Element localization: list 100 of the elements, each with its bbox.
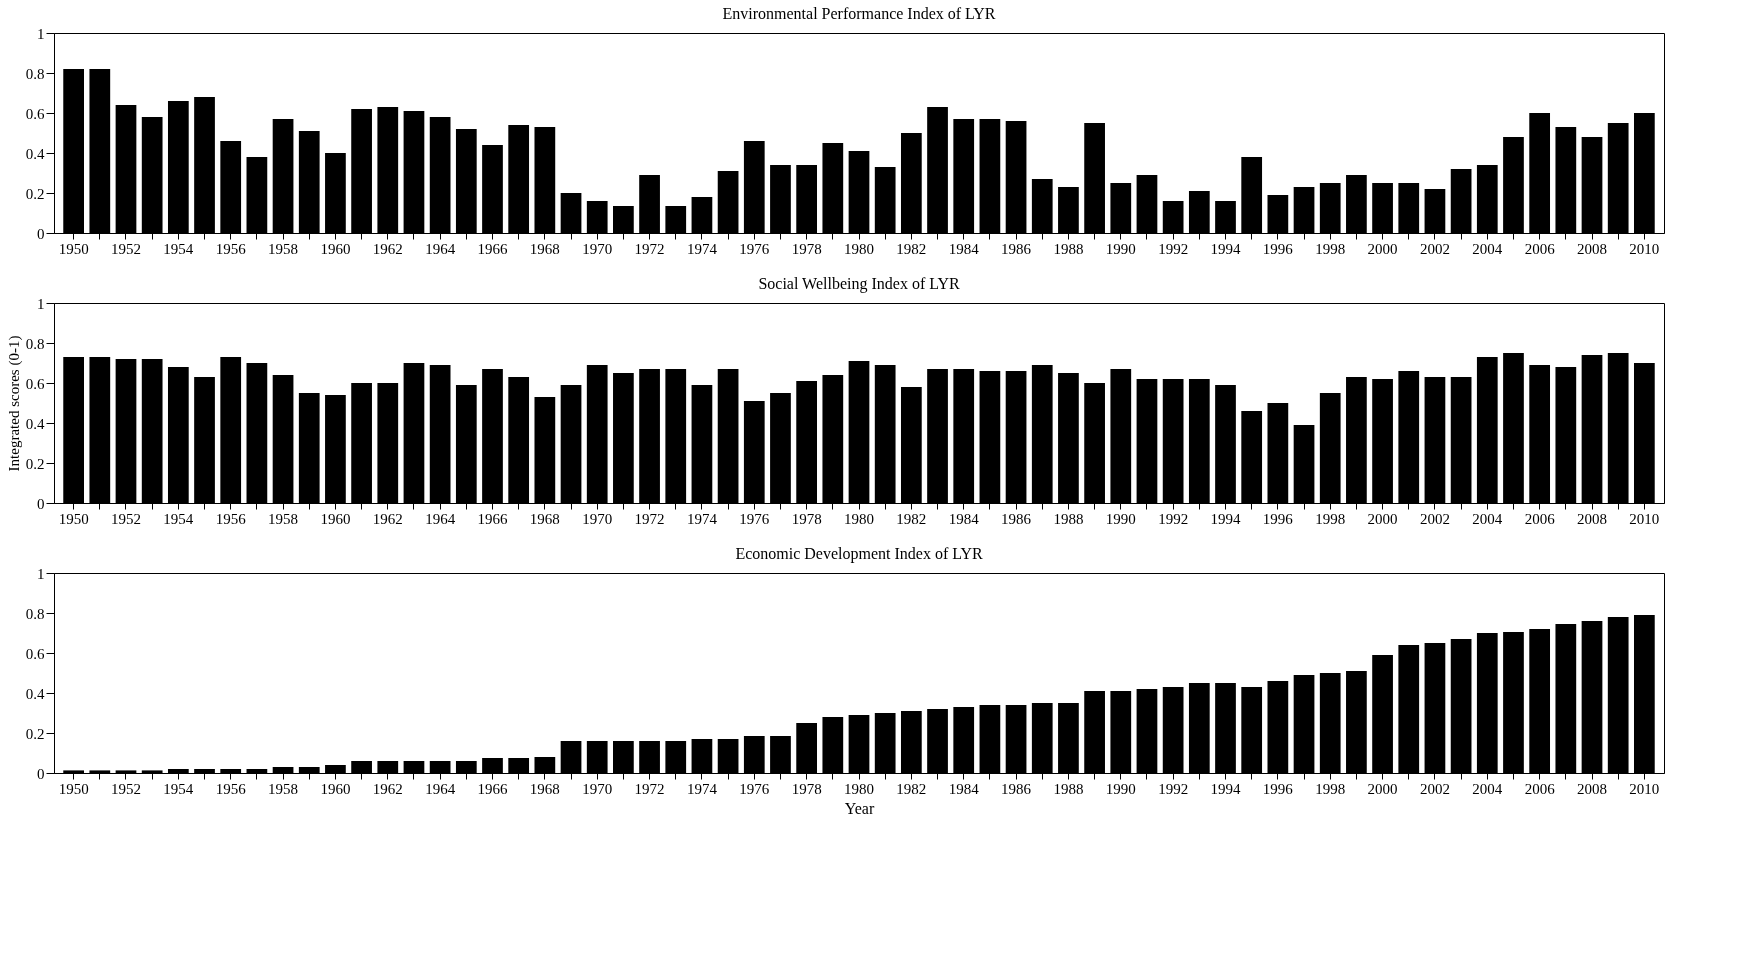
y-tick-label: 0.2 bbox=[25, 455, 45, 472]
x-tick-label: 1984 bbox=[948, 510, 980, 527]
y-tick-label: 0.8 bbox=[25, 335, 45, 352]
x-tick-label: 1972 bbox=[634, 510, 665, 527]
x-tick-label: 1966 bbox=[477, 240, 508, 257]
x-tick-label: 2008 bbox=[1577, 240, 1608, 257]
x-tick-label: 1970 bbox=[582, 240, 613, 257]
y-axis-title: Integrated scores (0-1) bbox=[5, 335, 23, 472]
x-tick-label: 1982 bbox=[896, 780, 927, 797]
x-tick-label: 1990 bbox=[1105, 510, 1136, 527]
x-tick-label: 1956 bbox=[215, 510, 247, 527]
x-tick-label: 1988 bbox=[1053, 510, 1084, 527]
x-tick-label: 2000 bbox=[1367, 510, 1398, 527]
x-tick-label: 2010 bbox=[1629, 510, 1660, 527]
x-tick-label: 1970 bbox=[582, 780, 613, 797]
y-tick-label: 0 bbox=[37, 495, 45, 512]
x-tick-label: 1974 bbox=[686, 510, 718, 527]
x-tick-label: 1956 bbox=[215, 780, 247, 797]
x-tick-label: 1966 bbox=[477, 780, 508, 797]
x-tick-label: 1992 bbox=[1158, 510, 1189, 527]
x-tick-label: 1994 bbox=[1210, 240, 1241, 257]
x-tick-label: 1996 bbox=[1262, 510, 1294, 527]
x-tick-label: 1990 bbox=[1105, 240, 1136, 257]
x-tick-label: 1960 bbox=[320, 780, 351, 797]
x-tick-label: 1960 bbox=[320, 240, 351, 257]
x-tick-label: 1954 bbox=[163, 780, 194, 797]
x-tick-label: 1998 bbox=[1315, 510, 1346, 527]
x-tick-label: 1966 bbox=[477, 510, 508, 527]
y-tick-label: 0.4 bbox=[25, 685, 45, 702]
x-tick-label: 2004 bbox=[1472, 510, 1503, 527]
x-tick-label: 1982 bbox=[896, 240, 927, 257]
chart-title: Environmental Performance Index of LYR bbox=[722, 5, 996, 22]
x-tick-label: 1952 bbox=[110, 240, 141, 257]
chart-title: Economic Development Index of LYR bbox=[735, 545, 983, 563]
x-tick-label: 1984 bbox=[948, 240, 980, 257]
x-tick-label: 1958 bbox=[268, 780, 299, 797]
x-tick-label: 1950 bbox=[58, 510, 89, 527]
x-tick-label: 1986 bbox=[1001, 240, 1032, 257]
x-tick-label: 1964 bbox=[425, 240, 456, 257]
x-tick-label: 1960 bbox=[320, 510, 351, 527]
x-tick-label: 1984 bbox=[948, 780, 980, 797]
y-tick-label: 1 bbox=[37, 565, 45, 582]
x-tick-label: 1952 bbox=[110, 510, 141, 527]
x-tick-label: 1980 bbox=[844, 240, 874, 257]
y-tick-label: 0.4 bbox=[25, 415, 45, 432]
x-tick-label: 1988 bbox=[1053, 780, 1084, 797]
x-tick-label: 1978 bbox=[791, 240, 822, 257]
x-tick-label: 1998 bbox=[1315, 780, 1346, 797]
x-tick-label: 1982 bbox=[896, 510, 927, 527]
x-tick-label: 1972 bbox=[634, 780, 665, 797]
x-tick-label: 2008 bbox=[1577, 780, 1608, 797]
y-tick-label: 0 bbox=[37, 765, 45, 782]
y-tick-label: 0 bbox=[37, 225, 45, 242]
x-tick-label: 1968 bbox=[529, 780, 560, 797]
x-tick-label: 1974 bbox=[686, 240, 718, 257]
y-tick-label: 1 bbox=[37, 25, 45, 42]
x-tick-label: 1986 bbox=[1001, 780, 1032, 797]
x-tick-label: 1992 bbox=[1158, 240, 1189, 257]
x-tick-label: 1980 bbox=[844, 780, 874, 797]
x-tick-label: 1958 bbox=[268, 240, 299, 257]
x-tick-label: 1976 bbox=[739, 780, 770, 797]
x-tick-label: 1976 bbox=[739, 240, 770, 257]
x-tick-label: 2010 bbox=[1629, 780, 1660, 797]
x-tick-label: 1962 bbox=[372, 510, 403, 527]
y-tick-label: 1 bbox=[37, 295, 45, 312]
x-tick-label: 2008 bbox=[1577, 510, 1608, 527]
x-tick-label: 1950 bbox=[58, 780, 89, 797]
x-tick-label: 1958 bbox=[268, 510, 299, 527]
y-tick-label: 0.6 bbox=[25, 375, 45, 392]
x-tick-label: 1968 bbox=[529, 240, 560, 257]
x-tick-label: 1956 bbox=[215, 240, 247, 257]
y-tick-label: 0.8 bbox=[25, 65, 45, 82]
x-tick-label: 2000 bbox=[1367, 780, 1398, 797]
x-tick-label: 1964 bbox=[425, 510, 456, 527]
x-tick-label: 2010 bbox=[1629, 240, 1660, 257]
x-tick-label: 1964 bbox=[425, 780, 456, 797]
x-tick-label: 2004 bbox=[1472, 240, 1503, 257]
x-tick-label: 1990 bbox=[1105, 780, 1136, 797]
x-tick-label: 1996 bbox=[1262, 240, 1294, 257]
x-tick-label: 1972 bbox=[634, 240, 665, 257]
y-tick-label: 0.6 bbox=[25, 645, 45, 662]
x-tick-label: 1950 bbox=[58, 240, 89, 257]
x-tick-label: 1978 bbox=[791, 780, 822, 797]
x-tick-label: 1962 bbox=[372, 240, 403, 257]
x-tick-label: 1962 bbox=[372, 780, 403, 797]
x-tick-label: 1998 bbox=[1315, 240, 1346, 257]
x-tick-label: 1954 bbox=[163, 510, 194, 527]
x-tick-label: 1996 bbox=[1262, 780, 1294, 797]
x-tick-label: 2006 bbox=[1524, 240, 1556, 257]
x-tick-label: 1954 bbox=[163, 240, 194, 257]
x-tick-label: 2006 bbox=[1524, 780, 1556, 797]
x-tick-label: 1974 bbox=[686, 780, 718, 797]
x-tick-label: 1988 bbox=[1053, 240, 1084, 257]
x-tick-label: 1968 bbox=[529, 510, 560, 527]
x-axis-title: Year bbox=[844, 799, 875, 817]
x-tick-label: 2006 bbox=[1524, 510, 1556, 527]
x-tick-label: 2002 bbox=[1419, 780, 1450, 797]
x-tick-label: 1980 bbox=[844, 510, 874, 527]
x-tick-label: 1986 bbox=[1001, 510, 1032, 527]
x-tick-label: 2004 bbox=[1472, 780, 1503, 797]
